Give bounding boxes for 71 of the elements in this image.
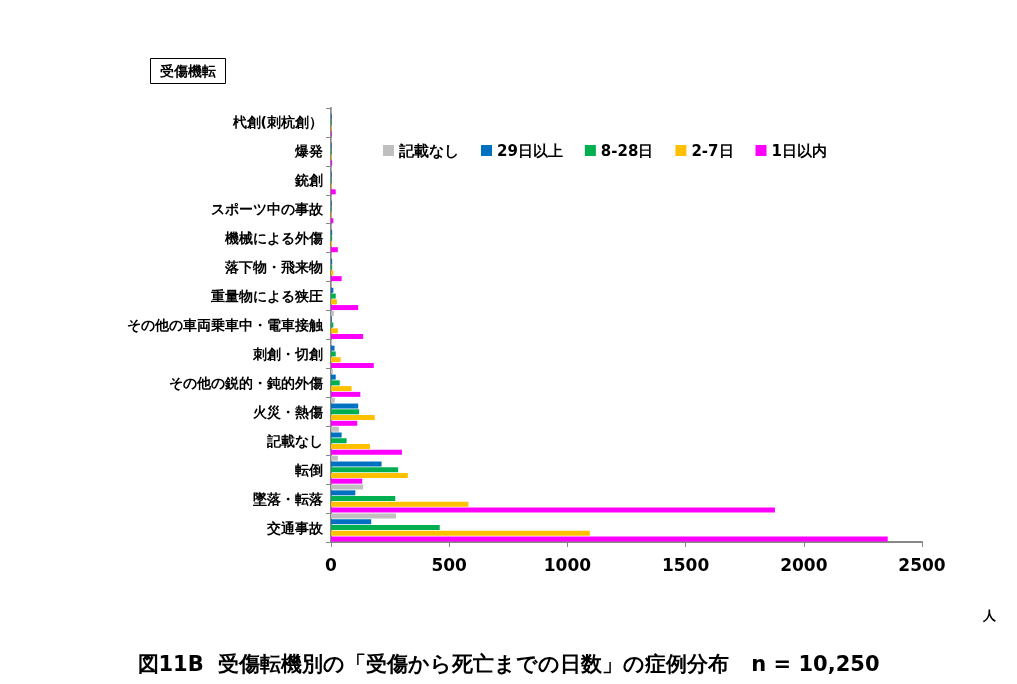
bar bbox=[331, 490, 356, 496]
bar bbox=[331, 189, 336, 195]
bar bbox=[331, 362, 374, 368]
bar bbox=[331, 461, 382, 467]
legend-label: 29日以上 bbox=[497, 141, 563, 160]
y-tick-label: 重量物による狭圧 bbox=[210, 288, 323, 305]
bar bbox=[331, 496, 396, 502]
bar bbox=[331, 311, 334, 316]
bar bbox=[331, 403, 359, 409]
y-tick-label: 転倒 bbox=[294, 461, 323, 478]
y-tick-label: 刺創・切創 bbox=[252, 345, 323, 362]
bar bbox=[331, 305, 359, 311]
x-tick-label: 0 bbox=[325, 554, 338, 575]
y-tick-label: 爆発 bbox=[294, 143, 323, 160]
y-tick-label: 記載なし bbox=[266, 432, 323, 449]
legend-label: 1日以内 bbox=[771, 141, 827, 160]
bar bbox=[331, 501, 469, 507]
bar bbox=[331, 299, 337, 305]
bar bbox=[331, 357, 341, 363]
bar bbox=[331, 472, 408, 478]
x-tick-label: 1500 bbox=[661, 554, 710, 575]
y-tick-label: 落下物・飛来物 bbox=[224, 259, 323, 276]
x-tick-label: 500 bbox=[431, 554, 468, 575]
bar bbox=[331, 507, 775, 513]
bar bbox=[331, 432, 342, 438]
bar bbox=[331, 247, 338, 253]
bar bbox=[331, 530, 590, 536]
bar bbox=[331, 536, 888, 542]
bar bbox=[331, 409, 360, 415]
bar bbox=[331, 438, 347, 444]
bar bbox=[331, 449, 402, 455]
bar bbox=[331, 478, 363, 484]
bar bbox=[331, 467, 399, 473]
x-tick-label: 2000 bbox=[780, 554, 828, 575]
bar bbox=[331, 293, 336, 299]
y-tick-label: スポーツ中の事故 bbox=[211, 201, 324, 218]
y-axis-title: 受傷機転 bbox=[159, 63, 216, 79]
bar bbox=[331, 276, 342, 282]
bar bbox=[331, 484, 364, 490]
bar bbox=[331, 351, 336, 357]
bar bbox=[331, 426, 339, 432]
legend-label: 記載なし bbox=[398, 141, 459, 160]
y-tick-label: 墜落・転落 bbox=[252, 490, 324, 507]
bar bbox=[331, 415, 375, 421]
bar bbox=[331, 420, 358, 426]
bar bbox=[331, 443, 371, 449]
bar bbox=[331, 386, 352, 392]
y-tick-label: 銃創 bbox=[294, 172, 323, 189]
y-tick-label: 機械による外傷 bbox=[224, 230, 323, 247]
bar bbox=[331, 513, 397, 519]
bar bbox=[331, 328, 338, 334]
text: 図11B 受傷転機別の「受傷から死亡までの日数」の症例分布 n = 10,250 bbox=[137, 651, 880, 676]
bar bbox=[331, 519, 372, 525]
bar bbox=[331, 334, 364, 339]
bar bbox=[331, 391, 361, 397]
bar bbox=[331, 525, 440, 531]
y-tick-label: その他の車両乗車中・電車接触 bbox=[127, 317, 324, 333]
bar bbox=[331, 397, 335, 403]
bar bbox=[331, 374, 336, 380]
legend-label: 2-7日 bbox=[691, 141, 734, 160]
bar bbox=[331, 455, 338, 461]
y-tick-label: 交通事故 bbox=[266, 519, 324, 536]
legend-label: 8-28日 bbox=[600, 141, 654, 160]
x-axis-title: 人 bbox=[982, 608, 997, 623]
y-tick-label: 杙創(刺杭創） bbox=[231, 114, 323, 131]
x-tick-label: 1000 bbox=[543, 554, 592, 575]
y-tick-label: 火災・熱傷 bbox=[253, 403, 323, 420]
bar bbox=[331, 380, 340, 386]
bar bbox=[331, 345, 335, 351]
x-tick-label: 2500 bbox=[898, 554, 946, 575]
y-tick-label: その他の鋭的・鈍的外傷 bbox=[169, 374, 323, 391]
